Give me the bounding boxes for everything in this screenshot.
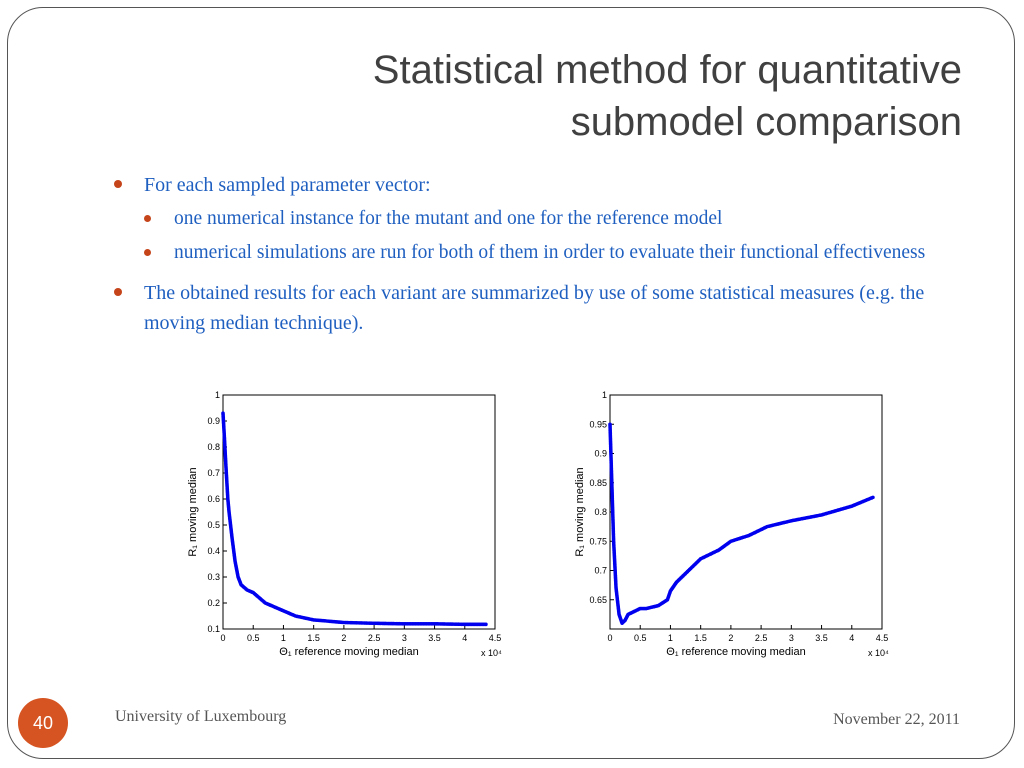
x-tick-label: 1.5 [307, 633, 320, 643]
x-tick-label: 3.5 [815, 633, 828, 643]
bullet-text: numerical simulations are run for both o… [174, 242, 926, 263]
bullet-dot-icon [144, 249, 151, 256]
x-tick-label: 4.5 [489, 633, 502, 643]
plot-area [222, 394, 496, 630]
plot-area [609, 394, 883, 630]
bullet-text: one numerical instance for the mutant an… [174, 208, 723, 229]
bullet-text: The obtained results for each variant ar… [144, 282, 925, 334]
y-tick-label: 0.9 [594, 449, 607, 459]
sub-bullet-item: numerical simulations are run for both o… [142, 238, 972, 268]
title-line-1: Statistical method for quantitative [372, 48, 962, 92]
y-tick-label: 1 [602, 390, 607, 400]
x-tick-label: 4 [462, 633, 467, 643]
y-tick-label: 0.85 [589, 478, 607, 488]
bullet-dot-icon [114, 180, 122, 188]
footer-organization: University of Luxembourg [115, 708, 287, 725]
y-tick-label: 0.8 [594, 507, 607, 517]
x-tick-label: 2 [728, 633, 733, 643]
y-tick-label: 0.5 [207, 520, 220, 530]
bullet-dot-icon [144, 215, 151, 222]
x-tick-label: 4.5 [876, 633, 889, 643]
bullet-dot-icon [114, 288, 122, 296]
x-axis-label: Θ₁ reference moving median [666, 646, 805, 658]
x-tick-label: 2 [341, 633, 346, 643]
x-tick-label: 0.5 [634, 633, 647, 643]
y-tick-label: 0.7 [594, 566, 607, 576]
data-point [484, 622, 488, 627]
x-axis-label: Θ₁ reference moving median [279, 646, 418, 658]
y-tick-label: 0.65 [589, 595, 607, 605]
bullet-list: For each sampled parameter vector: one n… [112, 170, 972, 342]
x-tick-label: 3 [402, 633, 407, 643]
x-tick-label: 3 [789, 633, 794, 643]
y-tick-label: 0.7 [207, 468, 220, 478]
x-tick-label: 4 [849, 633, 854, 643]
slide-title: Statistical method for quantitative subm… [162, 44, 962, 148]
x-tick-label: 2.5 [368, 633, 381, 643]
slide-frame [7, 7, 1015, 759]
y-tick-label: 0.2 [207, 598, 220, 608]
footer-date: November 22, 2011 [833, 711, 960, 728]
x-tick-label: 3.5 [428, 633, 441, 643]
y-tick-label: 0.1 [207, 624, 220, 634]
title-line-2: submodel comparison [570, 100, 962, 144]
x-tick-label: 0 [607, 633, 612, 643]
sub-bullet-item: one numerical instance for the mutant an… [142, 204, 972, 234]
x-multiplier-label: x 10⁴ [868, 648, 889, 658]
y-tick-label: 0.6 [207, 494, 220, 504]
y-tick-label: 0.3 [207, 572, 220, 582]
page-number-badge: 40 [18, 698, 68, 748]
y-tick-label: 0.4 [207, 546, 220, 556]
bullet-item: The obtained results for each variant ar… [112, 278, 972, 338]
x-tick-label: 1 [281, 633, 286, 643]
x-tick-label: 1 [668, 633, 673, 643]
x-tick-label: 0.5 [247, 633, 260, 643]
bullet-text: For each sampled parameter vector: [144, 174, 431, 196]
y-tick-label: 0.8 [207, 442, 220, 452]
series-0 [608, 422, 875, 625]
series-0 [221, 411, 488, 627]
x-multiplier-label: x 10⁴ [481, 648, 502, 658]
x-tick-label: 1.5 [694, 633, 707, 643]
data-point [871, 495, 875, 500]
y-tick-label: 1 [215, 390, 220, 400]
chart-left: 0 0.5 1 1.5 2 2.5 3 3.5 4 4.5 0.1 0.2 0.3 0.4 0.5 0.6 0.… [187, 390, 502, 658]
y-axis-label: R₁ moving median [187, 467, 199, 556]
y-tick-label: 0.75 [589, 536, 607, 546]
x-tick-label: 0 [220, 633, 225, 643]
y-axis-label: R₁ moving median [574, 467, 586, 556]
bullet-item: For each sampled parameter vector: [112, 170, 972, 200]
chart-right: 0 0.5 1 1.5 2 2.5 3 3.5 4 4.5 0.65 0.7 0.75 0.8 0.85 0.… [574, 390, 889, 658]
y-tick-label: 0.95 [589, 419, 607, 429]
x-tick-label: 2.5 [755, 633, 768, 643]
y-tick-label: 0.9 [207, 416, 220, 426]
